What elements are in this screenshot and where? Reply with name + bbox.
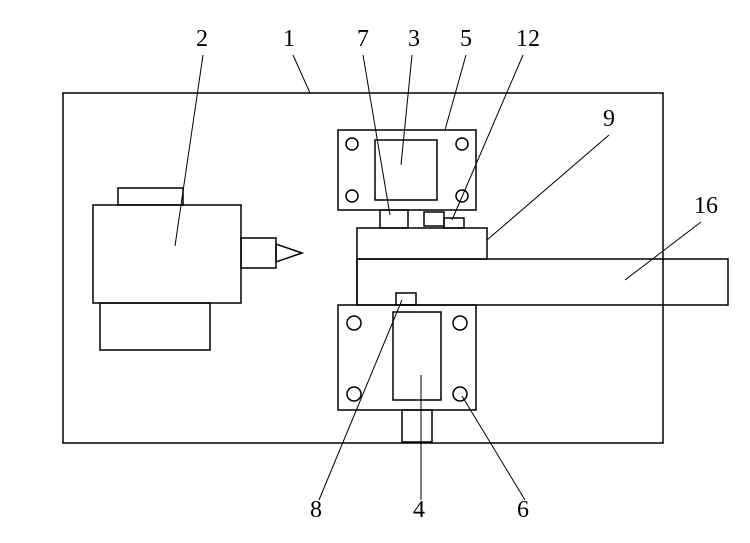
lower-clamp-plate [338,305,476,410]
label-8: 8 [310,497,322,523]
upper-clamp-hole-0 [346,138,358,150]
lower-clamp-tail [402,410,432,442]
label-3: 3 [408,26,420,52]
leader-7 [363,55,390,215]
motor-body [93,205,241,303]
label-12: 12 [516,26,540,52]
leader-2 [175,55,203,246]
label-9: 9 [603,106,615,132]
label-16: 16 [694,193,718,219]
leader-1 [293,55,310,93]
label-5: 5 [460,26,472,52]
lower-clamp-hole-3 [453,387,467,401]
leader-9 [487,135,609,240]
label-2: 2 [196,26,208,52]
upper-clamp-foot-left [380,210,408,228]
motor-base [100,303,210,350]
label-1: 1 [283,26,295,52]
channel-bar [357,259,728,305]
upper-clamp-hole-1 [456,138,468,150]
leader-3 [401,55,412,165]
upper-clamp-block [375,140,437,200]
upper-clamp-hole-2 [346,190,358,202]
motor-top [118,188,183,205]
lower-clamp-foot [396,293,416,305]
label-4: 4 [413,497,425,523]
workpiece-block [357,228,487,259]
tool-tip [276,244,302,262]
label-6: 6 [517,497,529,523]
lower-clamp-hole-1 [453,316,467,330]
lower-clamp-block [393,312,441,400]
lower-clamp-hole-0 [347,316,361,330]
upper-clamp-foot-right [424,212,444,226]
motor-shaft [241,238,276,268]
outer-frame [63,93,663,443]
leader-8 [319,300,402,500]
lower-clamp-hole-2 [347,387,361,401]
leader-6 [462,396,525,500]
upper-clamp-small-right [444,218,464,228]
label-7: 7 [357,26,369,52]
upper-clamp-plate [338,130,476,210]
